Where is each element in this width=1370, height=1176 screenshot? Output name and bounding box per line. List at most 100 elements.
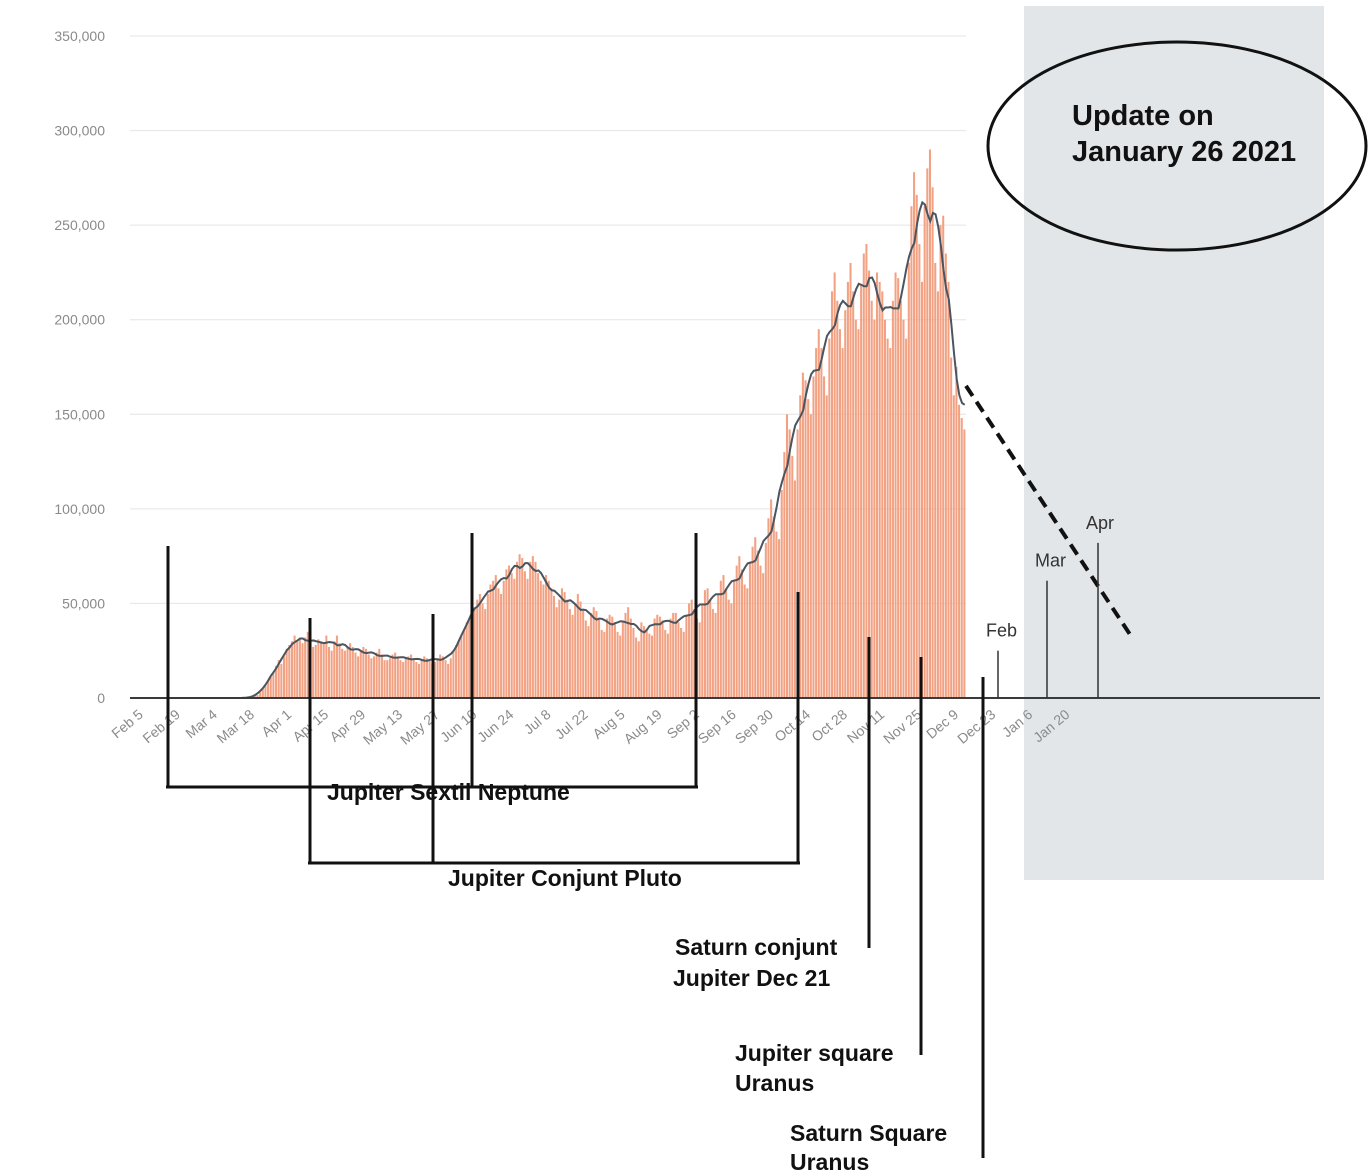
bar <box>357 656 360 698</box>
seven-day-average-line <box>141 200 966 699</box>
annotation-label-jupiter-conjunt-pluto: Jupiter Conjunt Pluto <box>448 865 682 891</box>
x-tick-label: Jun 24 <box>474 706 517 745</box>
bar <box>661 620 664 698</box>
bar <box>759 565 762 698</box>
bar <box>367 654 370 698</box>
bar <box>860 285 863 698</box>
bar <box>785 414 789 698</box>
bar <box>571 614 574 698</box>
y-tick-label: 300,000 <box>54 123 105 139</box>
bar <box>396 656 399 698</box>
bar <box>907 262 910 698</box>
bar <box>891 300 894 698</box>
bar <box>637 641 640 698</box>
bar <box>312 646 315 698</box>
bar <box>462 629 466 698</box>
annotation-label-jupiter-sextil-neptune: Jupiter Sextil Neptune <box>327 779 570 805</box>
bar <box>770 499 773 698</box>
bar <box>455 645 458 698</box>
bar <box>280 663 283 698</box>
bar <box>950 357 953 698</box>
bar <box>807 399 810 698</box>
bar <box>955 367 958 698</box>
bar <box>958 404 961 698</box>
bar <box>534 561 537 698</box>
bar <box>854 319 857 698</box>
bar <box>314 645 317 698</box>
bar <box>439 654 442 698</box>
bar <box>788 429 791 698</box>
bar <box>870 300 873 698</box>
bar <box>285 648 288 698</box>
x-tick-label: Sep 16 <box>695 706 739 747</box>
bar <box>288 645 291 698</box>
x-tick-label: Feb 19 <box>139 706 183 746</box>
bar <box>886 338 889 698</box>
bar <box>793 480 796 698</box>
bar <box>682 631 685 698</box>
bar <box>727 599 730 698</box>
annotation-label-saturn-conjunt-line2: Jupiter Dec 21 <box>673 965 830 991</box>
bar <box>629 618 632 698</box>
bar <box>460 635 463 698</box>
bar <box>688 603 691 698</box>
x-tick-label: Nov 11 <box>844 706 888 746</box>
bar <box>685 614 688 698</box>
bar <box>327 646 331 698</box>
bar <box>677 622 680 698</box>
bar <box>563 592 566 698</box>
bar <box>621 622 624 698</box>
bar <box>910 206 913 699</box>
bar <box>849 262 852 698</box>
bar <box>497 588 500 698</box>
bar <box>823 376 826 698</box>
bar <box>640 622 643 698</box>
bar <box>407 656 410 698</box>
bar <box>804 380 807 698</box>
bar <box>423 656 426 698</box>
bar <box>619 635 622 698</box>
bar <box>674 612 677 698</box>
update-callout-line1: Update on <box>1072 100 1214 132</box>
bar <box>706 588 709 698</box>
y-tick-label: 0 <box>97 690 105 706</box>
y-tick-label: 100,000 <box>54 501 105 517</box>
bar <box>809 414 812 698</box>
gridlines <box>130 35 966 604</box>
annotation-label-saturn-square-line2: Uranus <box>790 1149 869 1175</box>
bar <box>754 537 757 698</box>
bar <box>952 395 955 698</box>
bar <box>838 329 841 698</box>
update-callout-ellipse <box>986 40 1368 252</box>
bar <box>441 656 444 698</box>
bar <box>383 660 386 698</box>
bar <box>650 635 654 698</box>
bar <box>515 561 518 698</box>
x-tick-label: Jul 8 <box>521 706 554 737</box>
bar <box>542 584 545 698</box>
bar <box>513 578 516 698</box>
bar <box>275 665 278 698</box>
bar <box>923 206 926 699</box>
bar <box>942 215 945 698</box>
bar <box>719 580 722 698</box>
bar <box>756 550 759 698</box>
y-tick-label: 350,000 <box>54 28 105 44</box>
bar <box>526 578 529 698</box>
bar <box>529 561 532 698</box>
bar <box>873 319 876 698</box>
bar <box>417 663 421 698</box>
bar <box>899 300 902 698</box>
bar <box>492 580 495 698</box>
bar <box>293 635 296 698</box>
bar <box>322 643 325 698</box>
bar <box>947 281 950 698</box>
y-tick-label: 250,000 <box>54 217 105 233</box>
bar <box>801 372 804 698</box>
bar <box>282 656 286 698</box>
bar <box>415 662 418 698</box>
bar <box>836 300 839 698</box>
bar <box>476 599 479 698</box>
bar <box>944 253 947 698</box>
bar <box>290 641 293 698</box>
